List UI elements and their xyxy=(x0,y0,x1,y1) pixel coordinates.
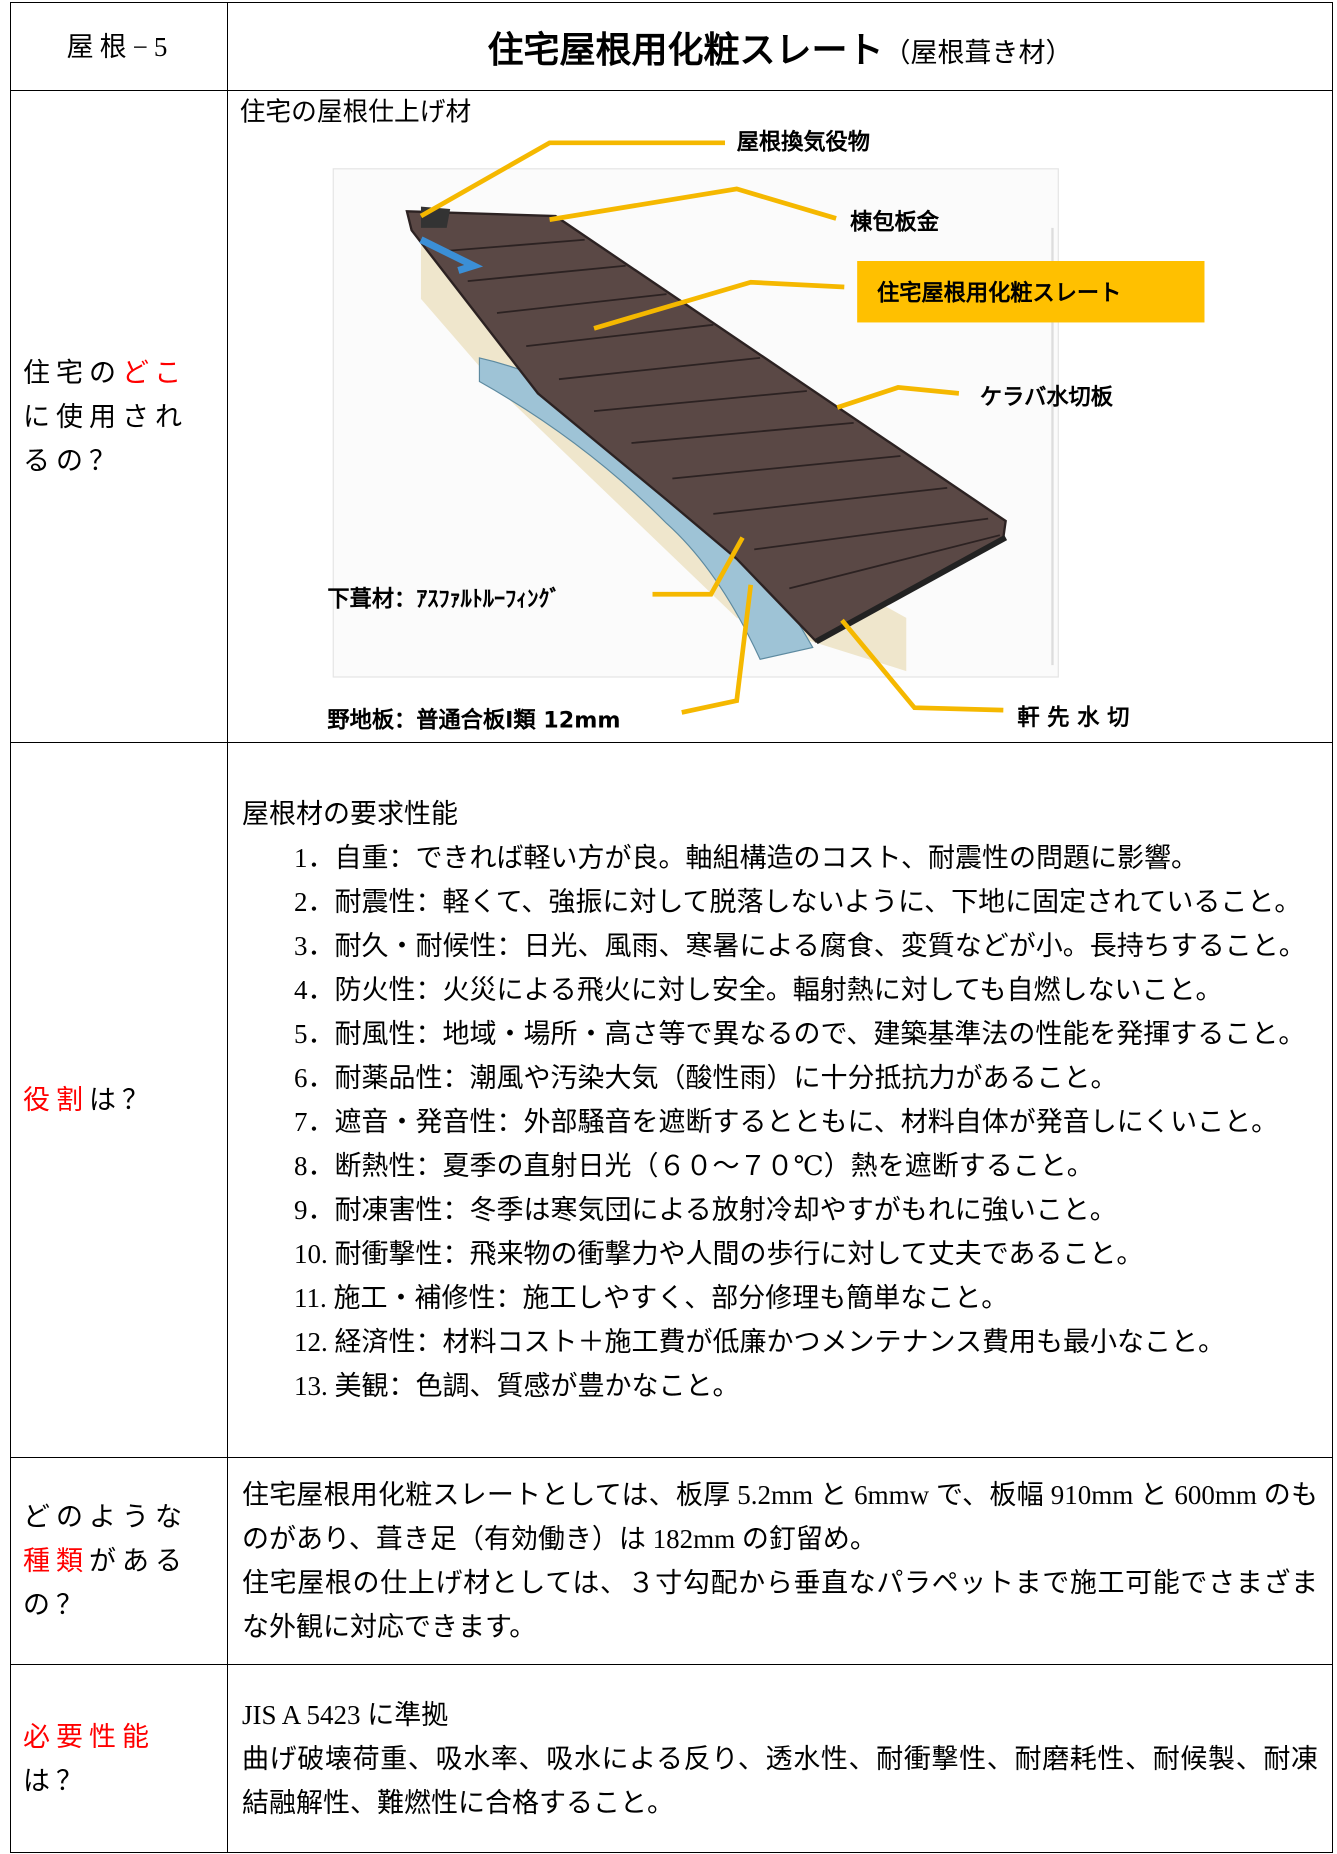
role-item: 12. 経済性：材料コスト＋施工費が低廉かつメンテナンス費用も最小なこと。 xyxy=(294,1327,1225,1357)
sheet-subtitle: （屋根葺き材） xyxy=(883,37,1073,68)
callout-label: ケラバ水切板 xyxy=(980,384,1114,410)
row: 役割は？ 屋根材の要求性能 1．自重：できれば軽い方が良。軸組構造のコスト、耐震… xyxy=(10,742,1333,1458)
role-item: 3．耐久・耐候性：日光、風雨、寒暑による腐食、変質などが小。長持ちすること。 xyxy=(294,931,1306,961)
roof-diagram: 住宅の屋根仕上げ材 屋根換気役物棟包板金住宅屋根用化粧スレートケラバ水切板下葺材… xyxy=(240,97,1205,733)
callout-label: 野地板：普通合板Ⅰ類 12mm xyxy=(327,706,620,733)
label-text: があるの？ xyxy=(23,1546,188,1620)
label-text: は？ xyxy=(23,1765,89,1796)
leader-line xyxy=(549,185,837,222)
callout-label: 住宅屋根用化粧スレート xyxy=(877,279,1121,306)
callout-label: 下葺材：ｱｽﾌｧﾙﾄﾙｰﾌｨﾝｸﾞ xyxy=(327,585,560,612)
role-item: 2．耐震性：軽くて、強振に対して脱落しないように、下地に固定されていること。 xyxy=(294,887,1302,917)
label-emphasis: 必要性能 xyxy=(23,1721,155,1752)
roles-heading: 屋根材の要求性能 xyxy=(242,799,458,829)
callout-label: 軒 先 水 切 xyxy=(1017,704,1129,730)
role-item: 7．遮音・発音性：外部騒音を遮断するとともに、材料自体が発音しにくいこと。 xyxy=(294,1107,1279,1137)
roles-list: 1．自重：できれば軽い方が良。軸組構造のコスト、耐震性の問題に影響。 2．耐震性：… xyxy=(242,836,1318,1408)
callout-label: 棟包板金 xyxy=(850,208,940,235)
role-item: 13. 美観：色調、質感が豊かなこと。 xyxy=(294,1371,740,1401)
role-item: 1．自重：できれば軽い方が良。軸組構造のコスト、耐震性の問題に影響。 xyxy=(294,843,1198,873)
row-label: 必要性能は？ xyxy=(10,1664,228,1853)
label-text: 住宅の xyxy=(23,357,122,388)
leader-line xyxy=(840,618,1004,712)
row: どのような種類があるの？ 住宅屋根用化粧スレートとしては、板厚 5.2mm と … xyxy=(10,1457,1333,1665)
sheet-title-cell: 住宅屋根用化粧スレート（屋根葺き材） xyxy=(227,2,1333,91)
requirements-cell: JIS A 5423 に準拠曲げ破壊荷重、吸水率、吸水による反り、透水性、耐衝撃… xyxy=(227,1664,1333,1853)
leader-line xyxy=(593,279,845,331)
vent-arrow xyxy=(419,236,484,274)
row: 住宅のどこに使用されるの？ 住宅の屋根仕上げ材 屋根換気役物棟包板金住宅屋根用化… xyxy=(10,90,1333,743)
row-label: 役割は？ xyxy=(10,742,228,1458)
label-emphasis: 種類 xyxy=(23,1546,89,1576)
role-item: 5．耐風性：地域・場所・高さ等で異なるので、建築基準法の性能を発揮すること。 xyxy=(294,1019,1306,1049)
role-item: 11. 施工・補修性：施工しやすく、部分修理も簡単なこと。 xyxy=(294,1283,1009,1313)
row-label: どのような種類があるの？ xyxy=(10,1457,228,1665)
sheet-table: 屋根−5 住宅屋根用化粧スレート（屋根葺き材） 住宅のどこに使用されるの？ 住宅… xyxy=(10,2,1333,1853)
sheet-title: 住宅屋根用化粧スレート xyxy=(487,29,884,71)
label-text: は？ xyxy=(89,1085,155,1115)
row: 必要性能は？ JIS A 5423 に準拠曲げ破壊荷重、吸水率、吸水による反り、… xyxy=(10,1664,1333,1853)
leader-line xyxy=(419,139,726,218)
role-item: 10. 耐衝撃性：飛来物の衝撃力や人間の歩行に対して丈夫であること。 xyxy=(294,1239,1144,1269)
slate-rows xyxy=(438,238,1001,589)
role-item: 4．防火性：火災による飛火に対し安全。輻射熱に対しても自燃しないこと。 xyxy=(294,975,1223,1005)
label-text: に使用されるの？ xyxy=(23,401,188,476)
leader-line xyxy=(836,384,960,410)
paragraph: 曲げ破壊荷重、吸水率、吸水による反り、透水性、耐衝撃性、耐磨耗性、耐候製、耐凍結… xyxy=(242,1743,1318,1818)
types-cell: 住宅屋根用化粧スレートとしては、板厚 5.2mm と 6mmw で、板幅 910… xyxy=(227,1457,1333,1665)
roof-slate xyxy=(405,209,1007,643)
paragraph: JIS A 5423 に準拠 xyxy=(242,1699,449,1730)
leader-line xyxy=(681,584,754,715)
paragraph: 住宅屋根用化粧スレートとしては、板厚 5.2mm と 6mmw で、板幅 910… xyxy=(242,1480,1318,1554)
label-emphasis: 役割 xyxy=(23,1085,89,1115)
diagram-cell: 住宅の屋根仕上げ材 屋根換気役物棟包板金住宅屋根用化粧スレートケラバ水切板下葺材… xyxy=(227,90,1333,743)
label-text: どのような xyxy=(23,1502,188,1532)
callout-box xyxy=(857,260,1205,322)
paragraph: 住宅屋根の仕上げ材としては、３寸勾配から垂直なパラペットまで施工可能でさまざまな… xyxy=(242,1568,1318,1642)
label-emphasis: どこ xyxy=(122,357,188,388)
callout-label: 屋根換気役物 xyxy=(737,128,870,155)
header-row: 屋根−5 住宅屋根用化粧スレート（屋根葺き材） xyxy=(10,2,1333,91)
diagram-caption: 住宅の屋根仕上げ材 xyxy=(240,97,472,126)
role-item: 9．耐凍害性：冬季は寒気団による放射冷却やすがもれに強いこと。 xyxy=(294,1195,1117,1225)
role-item: 6．耐薬品性：潮風や汚染大気（酸性雨）に十分抵抗力があること。 xyxy=(294,1063,1118,1093)
role-item: 8．断熱性：夏季の直射日光（６０～７０℃）熱を遮断すること。 xyxy=(294,1151,1094,1181)
leader-line xyxy=(652,535,745,597)
sheet-code: 屋根−5 xyxy=(10,2,228,91)
row-label: 住宅のどこに使用されるの？ xyxy=(10,90,228,743)
roles-cell: 屋根材の要求性能 1．自重：できれば軽い方が良。軸組構造のコスト、耐震性の問題に… xyxy=(227,742,1333,1458)
